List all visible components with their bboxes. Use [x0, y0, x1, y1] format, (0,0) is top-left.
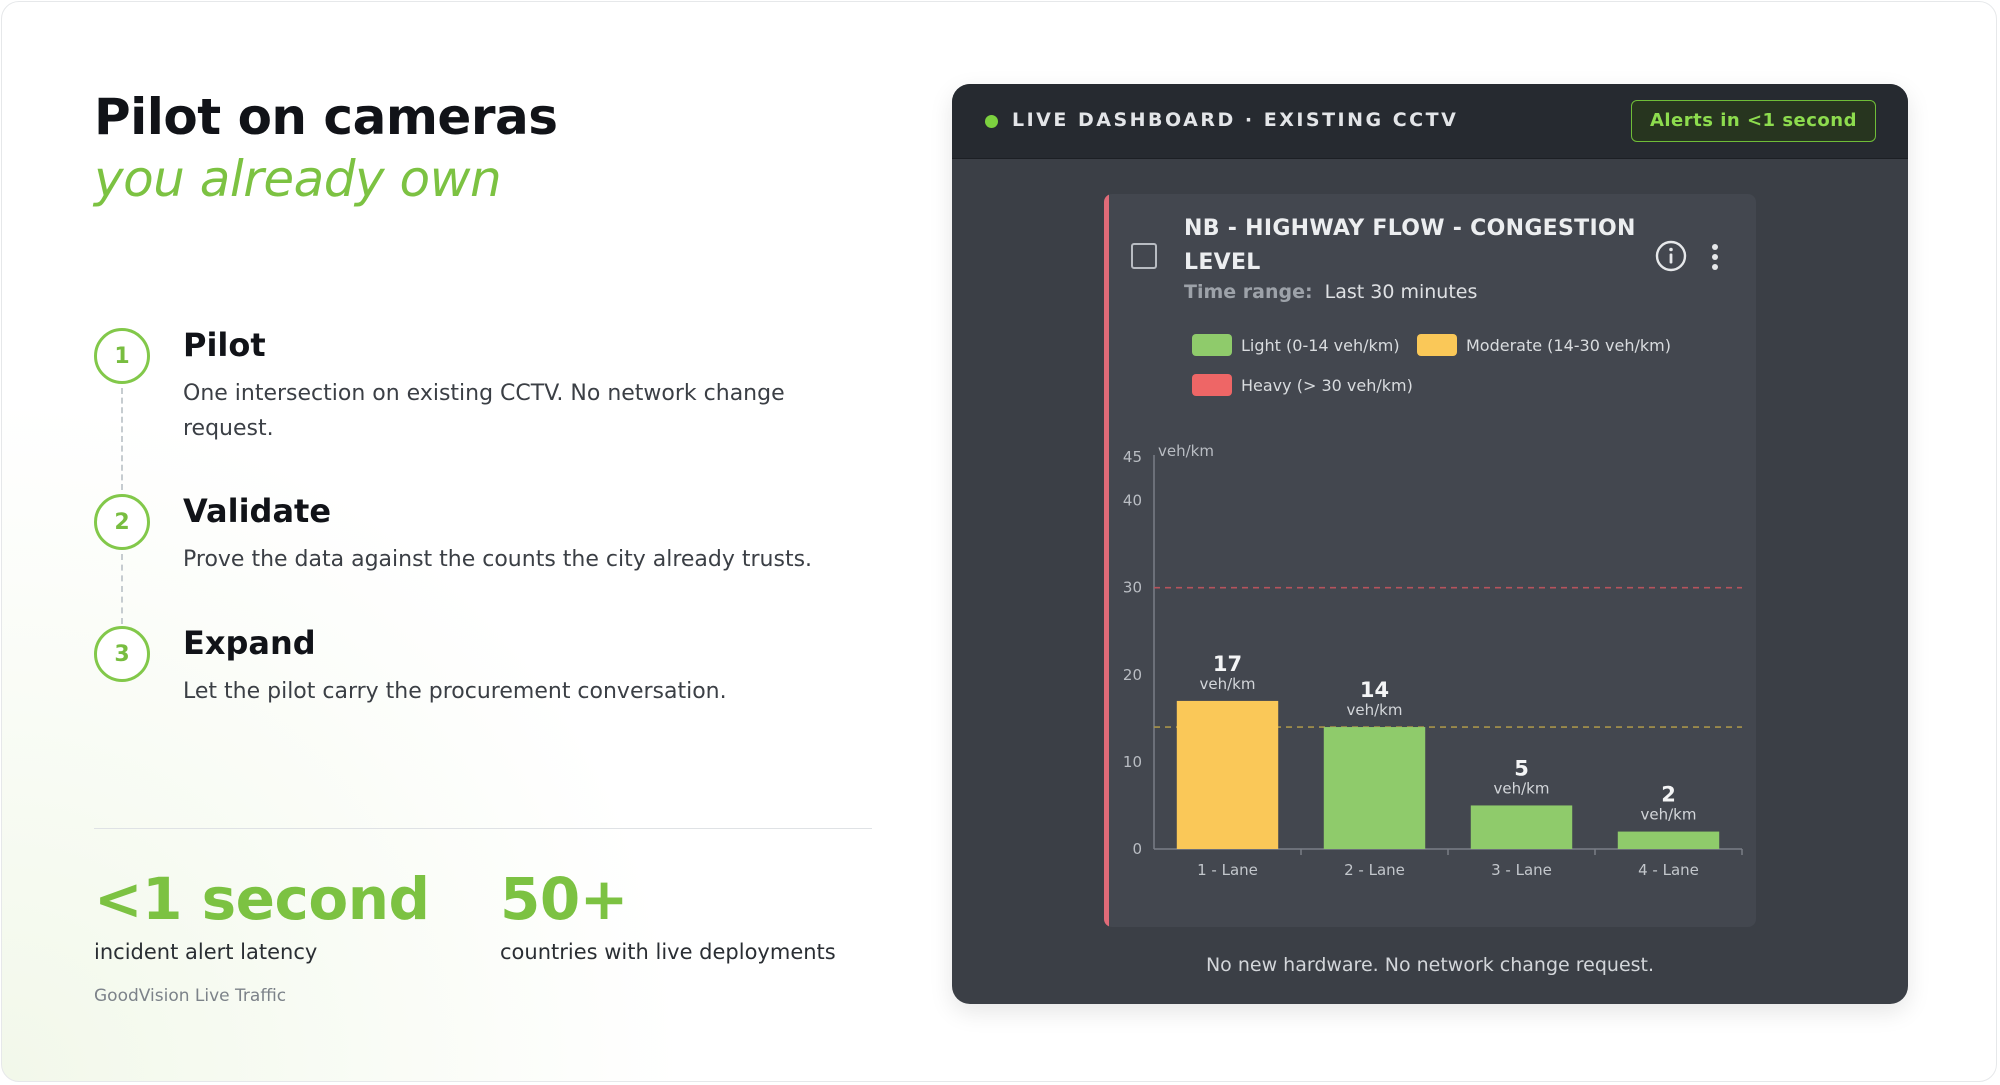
- bar: [1176, 700, 1279, 849]
- x-tick-label: 2 - Lane: [1344, 861, 1405, 879]
- more-options-icon[interactable]: [1709, 243, 1721, 271]
- time-range-value: Last 30 minutes: [1324, 281, 1478, 303]
- stat-value: 50+: [500, 865, 628, 933]
- alerts-badge: Alerts in <1 second: [1630, 100, 1876, 142]
- legend-item-heavy: Heavy (> 30 veh/km): [1192, 374, 1413, 396]
- bar-unit-label: veh/km: [1641, 806, 1697, 824]
- dashboard-footer-note: No new hardware. No network change reque…: [1205, 954, 1655, 976]
- legend-swatch: [1192, 374, 1232, 396]
- stat-latency: <1 second incident alert latency: [94, 864, 430, 964]
- congestion-chart: veh/km 0 10 20 30 40 45 17 veh/km 1 - Lane 14 veh/k…: [1104, 434, 1756, 914]
- legend-label: Light (0-14 veh/km): [1241, 335, 1400, 355]
- y-tick-label: 30: [1123, 579, 1142, 597]
- chart-panel: NB - HIGHWAY FLOW - CONGESTION LEVEL Tim…: [1104, 194, 1756, 927]
- stat-countries: 50+ countries with live deployments: [500, 864, 836, 964]
- headline-line-1: Pilot on cameras: [94, 88, 558, 146]
- dashboard-header: LIVE DASHBOARD · EXISTING CCTV Alerts in…: [952, 84, 1908, 159]
- headline-line-2: you already own: [94, 150, 502, 208]
- bar-unit-label: veh/km: [1494, 779, 1550, 797]
- y-tick-label: 45: [1123, 448, 1142, 466]
- legend-swatch: [1192, 334, 1232, 356]
- bar-value-label: 14: [1360, 678, 1389, 702]
- x-tick-label: 4 - Lane: [1638, 861, 1699, 879]
- live-status-dot-icon: [985, 115, 998, 128]
- bar-unit-label: veh/km: [1200, 675, 1256, 693]
- time-range-label: Time range:: [1184, 281, 1313, 303]
- live-dashboard: LIVE DASHBOARD · EXISTING CCTV Alerts in…: [952, 84, 1908, 1004]
- panel-select-checkbox[interactable]: [1131, 243, 1157, 269]
- step-description: One intersection on existing CCTV. No ne…: [183, 381, 785, 441]
- stat-label: incident alert latency: [94, 940, 318, 964]
- step-number-badge: 1: [94, 328, 150, 384]
- step-number-badge: 2: [94, 494, 150, 550]
- step-title: Expand: [183, 624, 316, 662]
- time-range: Time range: Last 30 minutes: [1184, 281, 1477, 303]
- bar: [1323, 727, 1426, 849]
- step-description: Prove the data against the counts the ci…: [183, 547, 813, 572]
- step-title: Pilot: [183, 326, 266, 364]
- bar: [1617, 831, 1720, 849]
- legend-label: Heavy (> 30 veh/km): [1241, 375, 1413, 395]
- step-number-badge: 3: [94, 626, 150, 682]
- step-title: Validate: [183, 492, 332, 530]
- step-connector: [121, 554, 123, 624]
- y-tick-label: 40: [1123, 492, 1142, 510]
- dashboard-title: LIVE DASHBOARD · EXISTING CCTV: [1012, 109, 1459, 131]
- divider: [94, 828, 872, 829]
- bar-value-label: 2: [1661, 783, 1676, 807]
- panel-title: NB - HIGHWAY FLOW - CONGESTION LEVEL: [1184, 216, 1636, 275]
- y-tick-label: 10: [1123, 753, 1142, 771]
- x-tick-label: 3 - Lane: [1491, 861, 1552, 879]
- legend-item-light: Light (0-14 veh/km): [1192, 334, 1400, 356]
- bar-unit-label: veh/km: [1347, 701, 1403, 719]
- y-axis-label: veh/km: [1158, 442, 1214, 460]
- legend-item-moderate: Moderate (14-30 veh/km): [1417, 334, 1671, 356]
- step-description: Let the pilot carry the procurement conv…: [183, 679, 727, 704]
- step-connector: [121, 388, 123, 490]
- legend-swatch: [1417, 334, 1457, 356]
- bar: [1470, 805, 1573, 849]
- brand-footer: GoodVision Live Traffic: [94, 986, 287, 1006]
- x-tick-label: 1 - Lane: [1197, 861, 1258, 879]
- y-tick-label: 0: [1132, 840, 1142, 858]
- panel-alert-stripe: [1104, 194, 1109, 927]
- legend-label: Moderate (14-30 veh/km): [1466, 335, 1671, 355]
- headline: Pilot on cameras you already own: [94, 86, 558, 210]
- stat-value: <1 second: [94, 865, 430, 933]
- info-icon[interactable]: [1655, 240, 1687, 272]
- y-tick-label: 20: [1123, 666, 1142, 684]
- stat-label: countries with live deployments: [500, 940, 836, 964]
- bar-value-label: 17: [1213, 652, 1242, 676]
- bar-value-label: 5: [1514, 756, 1529, 780]
